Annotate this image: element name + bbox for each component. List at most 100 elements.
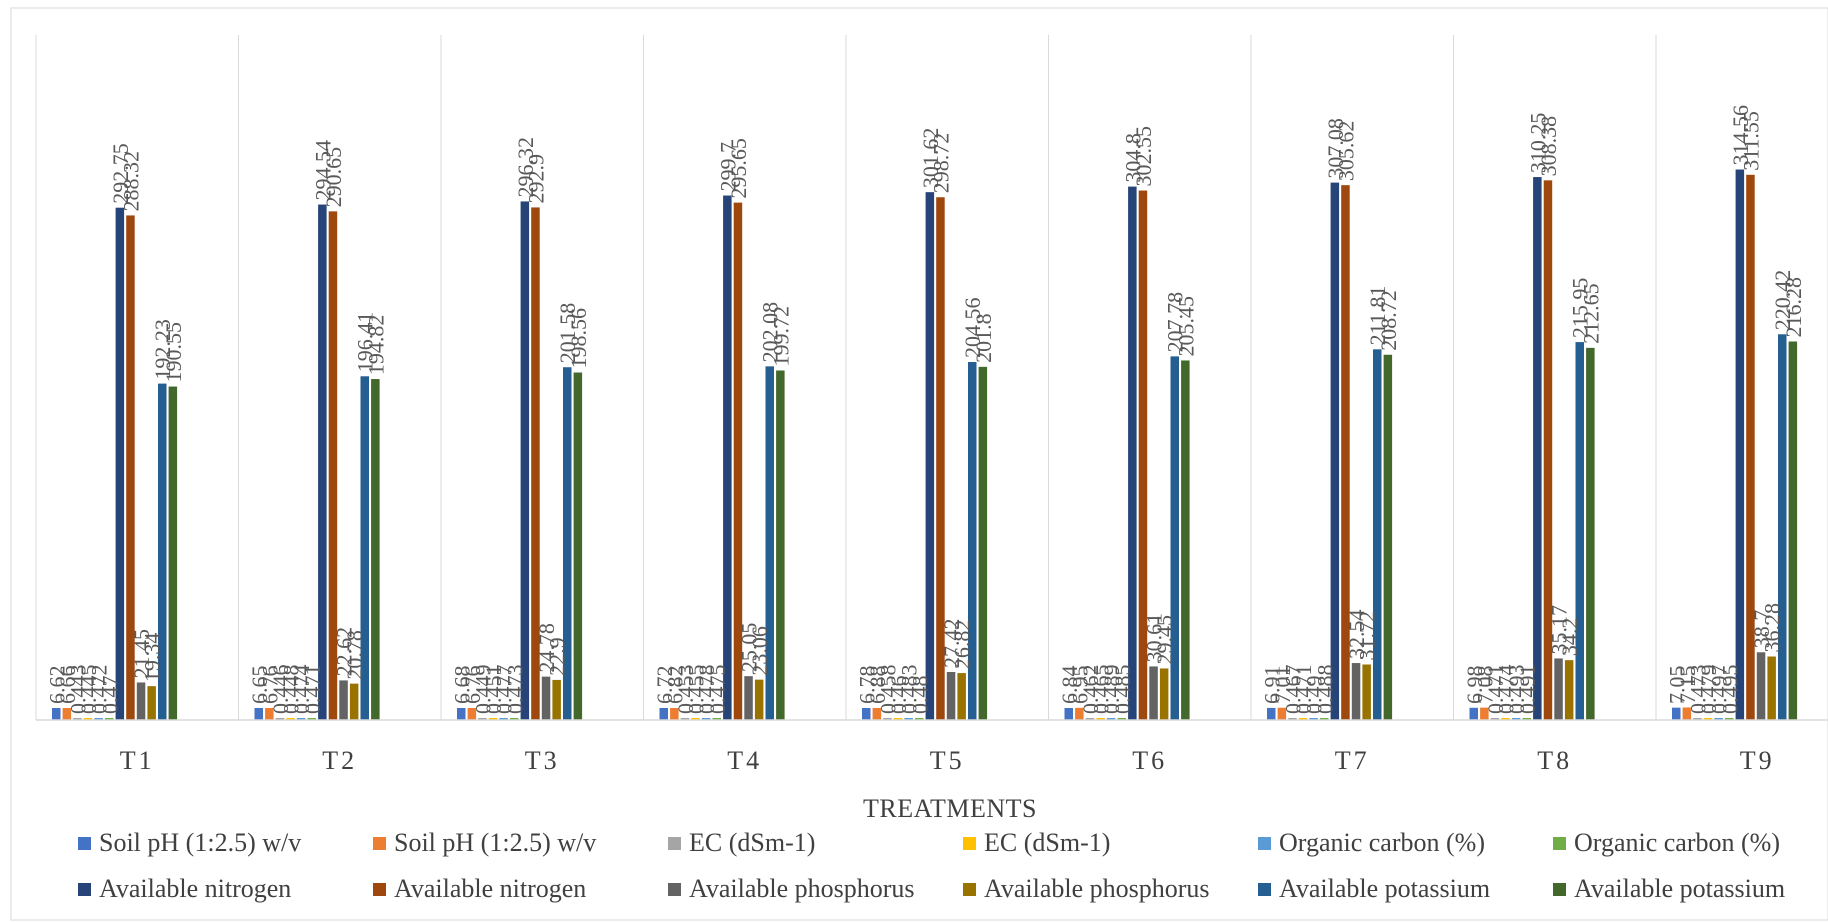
x-tick-label: T5 <box>930 746 965 775</box>
legend-swatch <box>1258 882 1271 896</box>
data-label: 0.451 <box>481 665 506 715</box>
bar <box>1564 660 1574 720</box>
bar <box>1480 707 1489 720</box>
legend-item: Available nitrogen <box>78 872 373 906</box>
data-label: 6.76 <box>460 666 485 705</box>
bar <box>286 718 295 720</box>
bar <box>73 718 82 720</box>
bar <box>168 386 178 720</box>
bar <box>946 672 956 720</box>
data-label: 0.478 <box>694 665 719 715</box>
bar <box>712 718 721 720</box>
bar <box>1714 718 1723 720</box>
data-label: 299.7 <box>715 142 740 192</box>
legend-item: Available potassium <box>1258 872 1553 906</box>
bar <box>510 718 519 720</box>
legend-label: EC (dSm-1) <box>689 828 816 857</box>
data-label: 22.62 <box>332 627 357 677</box>
bar <box>691 718 700 720</box>
bar <box>62 708 72 720</box>
data-label: 0.449 <box>470 665 495 715</box>
bar <box>1128 186 1137 721</box>
bar <box>275 718 285 720</box>
data-label: 298.72 <box>928 133 953 194</box>
legend-label: Available nitrogen <box>99 874 292 903</box>
data-label: 302.55 <box>1131 126 1156 187</box>
bar <box>1117 718 1126 720</box>
bar <box>1586 347 1595 720</box>
legend-swatch <box>963 882 976 896</box>
data-label: 38.7 <box>1749 610 1774 649</box>
data-label: 0.475 <box>705 665 730 715</box>
legend-item: Available nitrogen <box>373 872 668 906</box>
legend: Soil pH (1:2.5) w/v Soil pH (1:2.5) w/v EC… <box>78 826 1828 906</box>
data-label: 29.45 <box>1152 615 1177 665</box>
bar <box>457 708 466 720</box>
data-label: 22.9 <box>545 637 570 676</box>
data-label: 35.17 <box>1547 605 1572 655</box>
legend-swatch <box>963 836 976 850</box>
legend-label: Available potassium <box>1279 874 1491 903</box>
data-label: 6.84 <box>1057 666 1082 705</box>
bar <box>1767 656 1776 720</box>
bar <box>1267 707 1276 720</box>
bar <box>296 718 306 720</box>
bar <box>723 195 732 720</box>
data-label: 27.42 <box>939 619 964 669</box>
bar <box>936 197 945 721</box>
x-tick-label: T3 <box>525 746 560 775</box>
bar <box>52 708 61 720</box>
data-label: 0.474 <box>1494 665 1519 715</box>
bars <box>52 169 1798 721</box>
bar <box>478 718 487 720</box>
gridlines <box>35 35 1657 720</box>
legend-item: Organic carbon (%) <box>1258 826 1553 860</box>
bar <box>957 673 966 721</box>
data-label: 6.65 <box>247 666 272 705</box>
legend-item: Available phosphorus <box>963 872 1258 906</box>
data-label: 292.75 <box>108 143 133 204</box>
bar <box>1064 708 1073 720</box>
x-tick-label: T4 <box>727 746 762 775</box>
data-label: 36.28 <box>1760 603 1785 653</box>
data-label: 310.25 <box>1525 113 1550 174</box>
data-label: 288.32 <box>118 151 143 212</box>
data-label: 304.8 <box>1120 133 1145 183</box>
data-label: 0.467 <box>1280 665 1305 715</box>
bar <box>1778 334 1787 720</box>
legend-label: Organic carbon (%) <box>1574 828 1780 857</box>
bar <box>499 718 508 720</box>
data-label: 295.65 <box>726 138 751 199</box>
bar <box>1309 718 1318 720</box>
data-label: 307.08 <box>1323 118 1348 179</box>
legend-swatch <box>1258 836 1271 850</box>
legend-swatch <box>668 836 681 850</box>
x-tick-label: T9 <box>1740 746 1775 775</box>
data-label: 19.34 <box>140 633 165 683</box>
x-tick-label: T7 <box>1335 746 1370 775</box>
bar <box>318 204 327 721</box>
bar <box>1533 177 1542 720</box>
data-label: 196.41 <box>353 312 378 373</box>
legend-item: Available phosphorus <box>668 872 963 906</box>
data-label: 7.05 <box>1664 666 1689 705</box>
legend-label: Soil pH (1:2.5) w/v <box>99 828 302 857</box>
data-label: 205.45 <box>1173 296 1198 357</box>
x-tick-label: T8 <box>1537 746 1572 775</box>
data-label: 7.01 <box>1270 666 1295 705</box>
x-axis-tick-labels: T1 T2 T3 T4 T5 T6 T7 T8 T9 <box>120 746 1775 775</box>
data-label: 0.471 <box>300 665 325 715</box>
bar <box>265 708 274 720</box>
data-label: 204.56 <box>960 298 985 359</box>
bar <box>776 370 785 720</box>
data-label: 301.62 <box>918 128 943 189</box>
bar <box>1490 718 1500 720</box>
data-label: 6.68 <box>449 666 474 705</box>
data-label: 25.05 <box>737 623 762 673</box>
legend-label: Available nitrogen <box>394 874 587 903</box>
bar <box>670 708 679 720</box>
bar <box>307 718 316 720</box>
data-label: 24.78 <box>534 623 559 673</box>
data-label: 6.72 <box>652 666 677 705</box>
data-label: 0.48 <box>907 676 932 715</box>
